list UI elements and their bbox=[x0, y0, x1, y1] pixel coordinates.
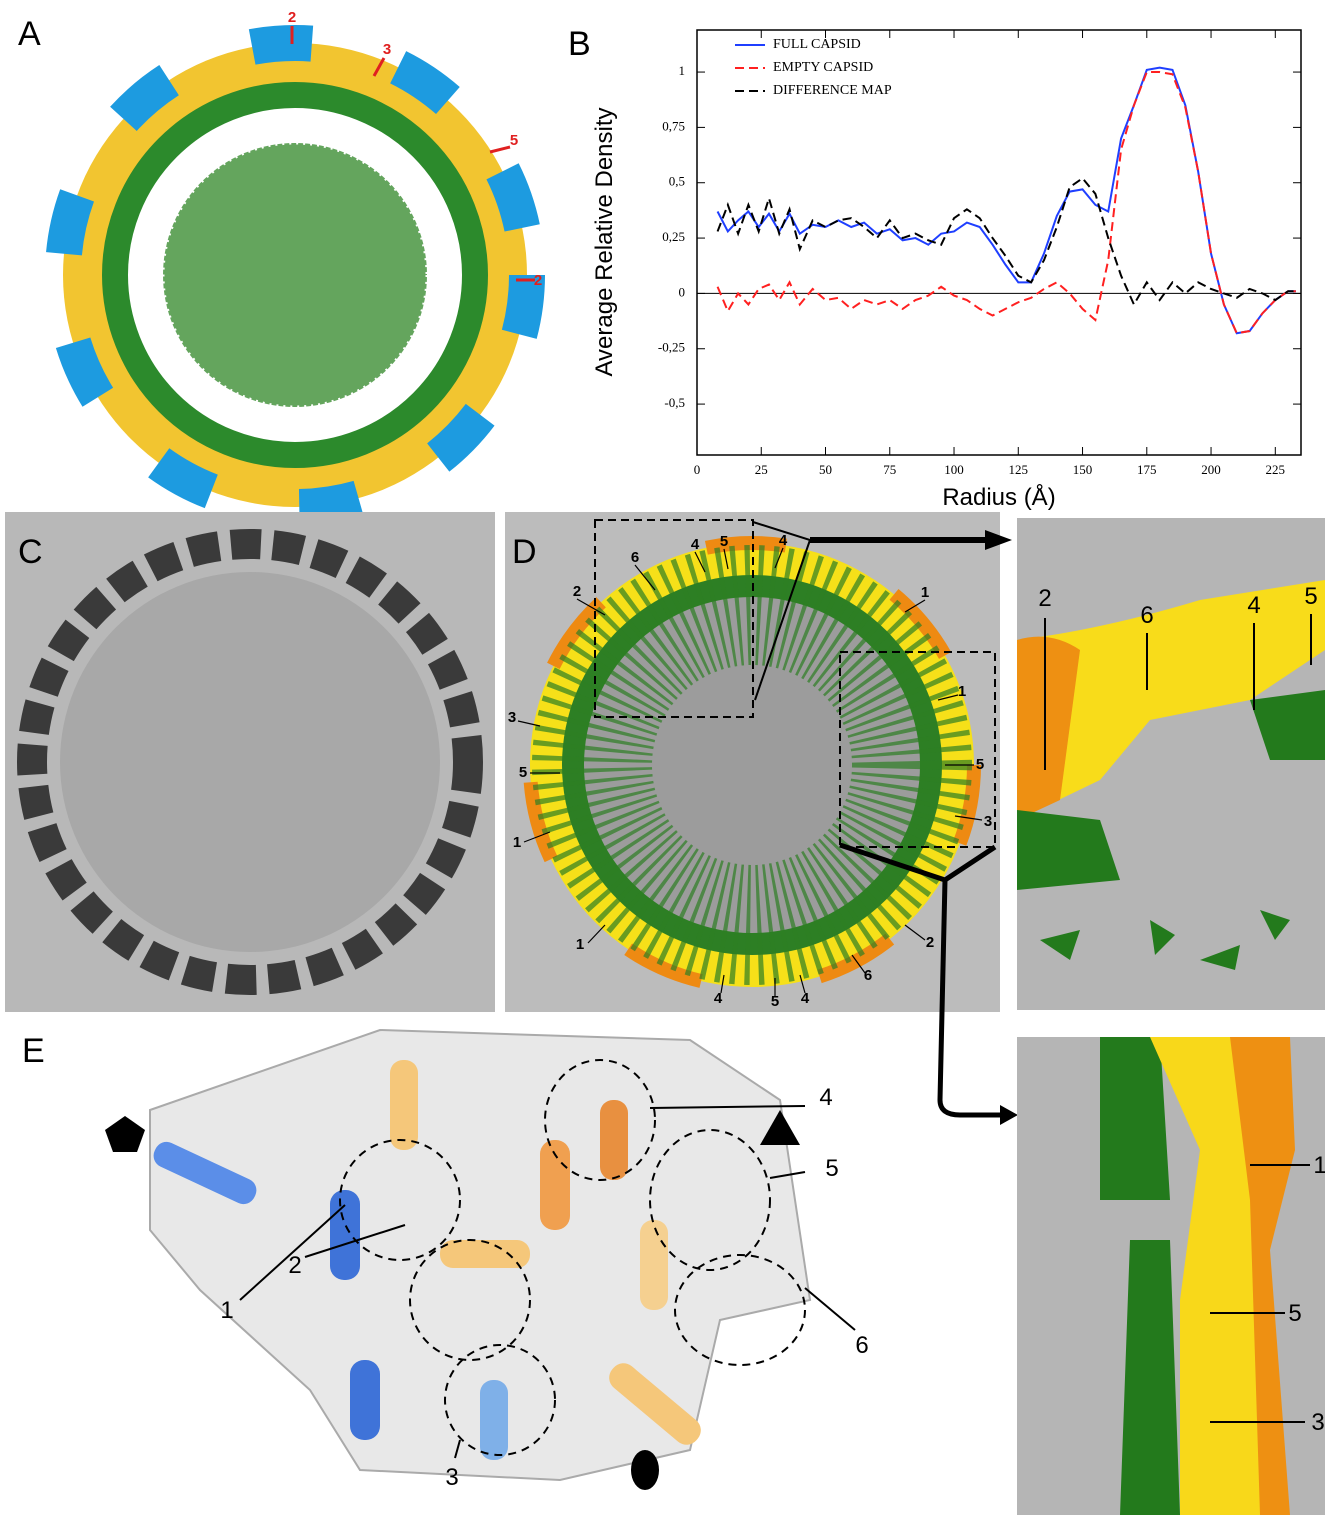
panel-label: D bbox=[512, 533, 537, 571]
x-tick-label: 0 bbox=[694, 462, 701, 477]
x-tick-label: 225 bbox=[1266, 462, 1286, 477]
annotation-label: 5 bbox=[720, 533, 728, 550]
annotation-label: 4 bbox=[779, 532, 788, 549]
annotation-label: 6 bbox=[631, 549, 639, 566]
annotation-label: 4 bbox=[1247, 592, 1260, 619]
x-tick-label: 100 bbox=[944, 462, 964, 477]
annotation-label: 2 bbox=[1038, 585, 1051, 612]
y-tick-label: 0,75 bbox=[662, 118, 685, 133]
legend-label: FULL CAPSID bbox=[773, 37, 861, 52]
y-tick-label: -0,5 bbox=[664, 395, 685, 410]
figure: A B C D E 2 3 5 2 4 5 4 6 2 1 1 3 5 5 3 1 1 2 6 4 5 4 2 6 4 5 1 5 3 1 2 3 4 5 6… bbox=[0, 0, 1325, 1515]
panel-d-image bbox=[505, 512, 1018, 1125]
annotation-label: 6 bbox=[1140, 602, 1153, 629]
annotation-label: 3 bbox=[984, 813, 992, 830]
annotation-label: 5 bbox=[1288, 1300, 1301, 1327]
annotation-label: 1 bbox=[220, 1297, 233, 1324]
zoom-top-image bbox=[1017, 518, 1325, 1010]
legend-label: EMPTY CAPSID bbox=[773, 60, 873, 75]
annotation-label: 1 bbox=[576, 936, 584, 953]
zoom-bottom-image bbox=[1017, 1037, 1325, 1515]
annotation-label: 5 bbox=[771, 993, 779, 1010]
x-tick-label: 175 bbox=[1137, 462, 1157, 477]
y-tick-label: 0 bbox=[679, 284, 686, 299]
annotation-label: 1 bbox=[1313, 1152, 1325, 1179]
annotation-label: 5 bbox=[976, 756, 984, 773]
x-tick-label: 125 bbox=[1009, 462, 1029, 477]
annotation-label: 3 bbox=[508, 709, 516, 726]
y-tick-label: 1 bbox=[679, 63, 686, 78]
x-tick-label: 50 bbox=[819, 462, 832, 477]
annotation-label: 5 bbox=[510, 132, 518, 149]
x-tick-label: 25 bbox=[755, 462, 768, 477]
annotation-label: 3 bbox=[1311, 1409, 1324, 1436]
annotation-label: 5 bbox=[825, 1155, 838, 1182]
annotation-label: 3 bbox=[383, 41, 391, 58]
annotation-label: 2 bbox=[288, 9, 296, 26]
panel-label: C bbox=[18, 533, 43, 571]
y-axis-label: Average Relative Density bbox=[591, 107, 618, 376]
x-tick-label: 75 bbox=[883, 462, 896, 477]
annotation-label: 6 bbox=[864, 967, 872, 984]
annotation-label: 1 bbox=[958, 683, 966, 700]
annotation-label: 2 bbox=[288, 1252, 301, 1279]
annotation-label: 3 bbox=[445, 1464, 458, 1491]
annotation-label: 4 bbox=[691, 536, 700, 553]
annotation-arrow bbox=[490, 147, 510, 152]
annotation-label: 5 bbox=[519, 764, 527, 781]
annotation-label: 2 bbox=[573, 583, 581, 600]
panel-e-image bbox=[105, 1030, 810, 1490]
y-tick-label: -0,25 bbox=[658, 340, 685, 355]
panel-label: B bbox=[568, 25, 591, 63]
annotation-label: 5 bbox=[1304, 583, 1317, 610]
annotation-label: 1 bbox=[921, 584, 929, 601]
y-tick-label: 0,5 bbox=[669, 174, 685, 189]
x-axis-label: Radius (Å) bbox=[942, 483, 1055, 511]
annotation-label: 6 bbox=[855, 1332, 868, 1359]
annotation-label: 2 bbox=[926, 934, 934, 951]
y-tick-label: 0,25 bbox=[662, 229, 685, 244]
annotation-arrow bbox=[805, 1288, 855, 1330]
panel-label: E bbox=[22, 1032, 45, 1070]
panel-c-image bbox=[5, 512, 495, 1012]
panel-a-image bbox=[63, 43, 527, 507]
annotation-label: 4 bbox=[801, 990, 810, 1007]
annotation-label: 4 bbox=[714, 990, 723, 1007]
annotation-label: 1 bbox=[513, 834, 521, 851]
annotation-label: 4 bbox=[819, 1084, 832, 1111]
x-tick-label: 150 bbox=[1073, 462, 1093, 477]
annotation-label: 2 bbox=[534, 272, 542, 289]
x-tick-label: 200 bbox=[1201, 462, 1221, 477]
legend-label: DIFFERENCE MAP bbox=[773, 83, 892, 98]
panel-label: A bbox=[18, 15, 41, 53]
